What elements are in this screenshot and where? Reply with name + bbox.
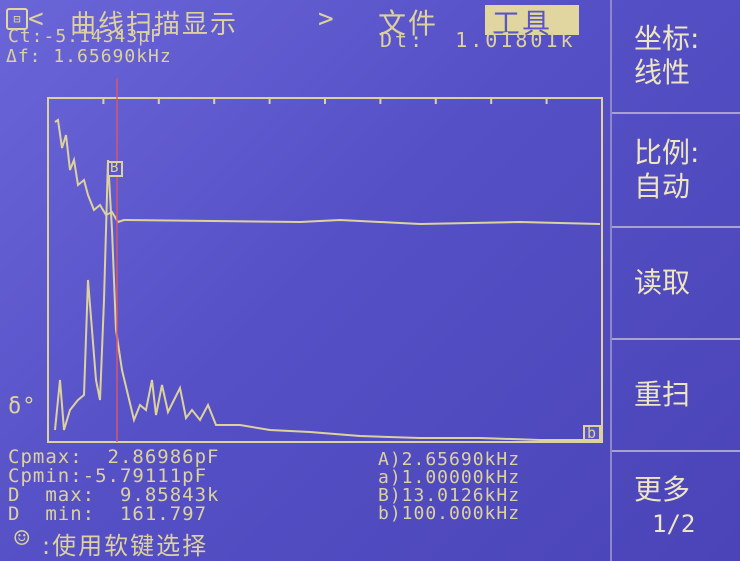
softkey-rescan[interactable]: 重扫 [612,338,740,450]
footer-hint: :使用软键选择 [42,532,209,560]
menu-tools-highlight [485,5,579,35]
softkey-coordinate-line1: 坐标: [634,22,700,55]
marker-B-label: B [110,160,120,176]
softkey-coordinate-line2: 线性 [634,56,691,89]
stat-cpmax: Cpmax: 2.86986pF [8,446,220,468]
softkey-scale[interactable]: 比例: 自动 [612,112,740,226]
softkey-more-label: 更多 [634,472,691,506]
softkey-coordinate[interactable]: 坐标: 线性 [612,0,740,112]
softkey-more[interactable]: 更多 1/2 [612,450,740,561]
freq-B: B)13.0126kHz [378,485,521,506]
freq-A: A)2.65690kHz [378,449,521,470]
trace-cp [54,118,601,226]
nav-left-arrow[interactable]: < [28,4,45,34]
plot-ticks [47,98,603,104]
smiley-icon: ☺ [14,524,31,554]
stat-dmin: D min: 161.797 [8,503,208,525]
softkey-read[interactable]: 读取 [612,226,740,338]
y-axis-symbol: δ° [8,394,37,419]
stat-cpmin: Cpmin:-5.79111pF [8,465,208,487]
nav-right-arrow[interactable]: > [318,4,335,34]
plot-frame [47,97,603,443]
freq-a: a)1.00000kHz [378,467,521,488]
ct-readout: Ct:-5.14343μF [8,26,162,47]
softkey-read-label: 读取 [634,266,691,299]
menu-tools[interactable]: 工具 [492,7,553,40]
marker-box-B [107,161,123,177]
softkey-scale-line1: 比例: [634,136,700,169]
marker-box-b [583,425,601,441]
stat-dmax: D max: 9.85843k [8,484,220,506]
dt-readout: Dt: 1.01801k [380,28,576,52]
softkey-divider [610,0,612,561]
menu-file[interactable]: 文件 [378,7,439,40]
marker-b-label: b [587,424,598,442]
screen-title: 曲线扫描显示 [70,10,239,40]
softkey-more-page: 1/2 [652,509,696,538]
df-readout: Δf: 1.65690kHz [6,46,172,67]
trace-d [54,159,600,441]
freq-b: b)100.000kHz [378,503,521,524]
softkey-scale-line2: 自动 [634,170,691,203]
softkey-rescan-label: 重扫 [634,378,691,411]
sweep-plot [47,78,603,443]
instrument-logo-icon: ⊟ [6,8,28,30]
